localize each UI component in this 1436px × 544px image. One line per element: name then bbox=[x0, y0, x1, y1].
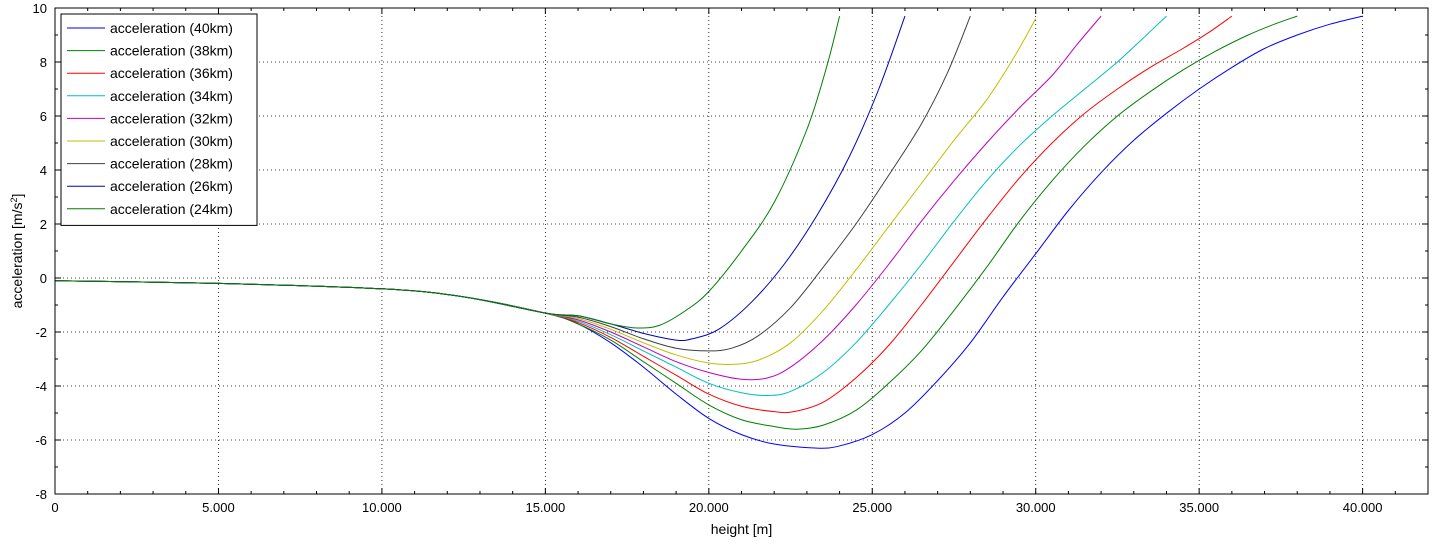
x-tick-label: 30.000 bbox=[1016, 500, 1056, 515]
legend-entry: acceleration (30km) bbox=[110, 133, 233, 149]
y-tick-label: 2 bbox=[40, 217, 47, 232]
x-tick-label: 20.000 bbox=[689, 500, 729, 515]
x-tick-label: 10.000 bbox=[362, 500, 402, 515]
y-axis-label-main: acceleration [m/s bbox=[9, 203, 25, 309]
axis-tick-labels: 0 5.000 10.000 15.000 20.000 25.000 30.000 35.0… bbox=[33, 1, 1383, 515]
x-tick-label: 5.000 bbox=[202, 500, 235, 515]
x-tick-label: 0 bbox=[51, 500, 58, 515]
x-axis-label: height [m] bbox=[711, 521, 772, 537]
series-lines bbox=[54, 15, 1363, 449]
x-tick-label: 35.000 bbox=[1179, 500, 1219, 515]
y-tick-label: 10 bbox=[33, 1, 47, 16]
y-tick-label: -6 bbox=[35, 433, 47, 448]
y-tick-label: -2 bbox=[35, 325, 47, 340]
y-tick-label: 0 bbox=[40, 271, 47, 286]
grid bbox=[55, 8, 1428, 494]
legend-entry: acceleration (36km) bbox=[110, 65, 233, 81]
x-tick-label: 25.000 bbox=[852, 500, 892, 515]
y-axis-label-close: ] bbox=[9, 194, 25, 198]
y-axis-label-superscript: 2 bbox=[9, 198, 19, 203]
y-tick-label: -4 bbox=[35, 379, 47, 394]
legend-entry: acceleration (38km) bbox=[110, 43, 233, 59]
legend-box bbox=[60, 13, 258, 226]
y-tick-label: 4 bbox=[40, 163, 47, 178]
legend-entry: acceleration (24km) bbox=[110, 201, 233, 217]
y-tick-label: -8 bbox=[35, 487, 47, 502]
legend-entry: acceleration (28km) bbox=[110, 156, 233, 172]
legend-entry: acceleration (32km) bbox=[110, 110, 233, 126]
y-tick-label: 6 bbox=[40, 109, 47, 124]
y-tick-label: 8 bbox=[40, 55, 47, 70]
axis-ticks bbox=[54, 7, 1428, 495]
series-line-8 bbox=[54, 15, 841, 329]
y-axis-label: acceleration [m/s2] bbox=[9, 194, 25, 309]
legend-entry: acceleration (40km) bbox=[110, 20, 233, 36]
legend: acceleration (40km) acceleration (38km) ac… bbox=[60, 13, 258, 226]
legend-entry: acceleration (34km) bbox=[110, 88, 233, 104]
legend-entry: acceleration (26km) bbox=[110, 178, 233, 194]
x-tick-label: 40.000 bbox=[1343, 500, 1383, 515]
x-tick-label: 15.000 bbox=[525, 500, 565, 515]
